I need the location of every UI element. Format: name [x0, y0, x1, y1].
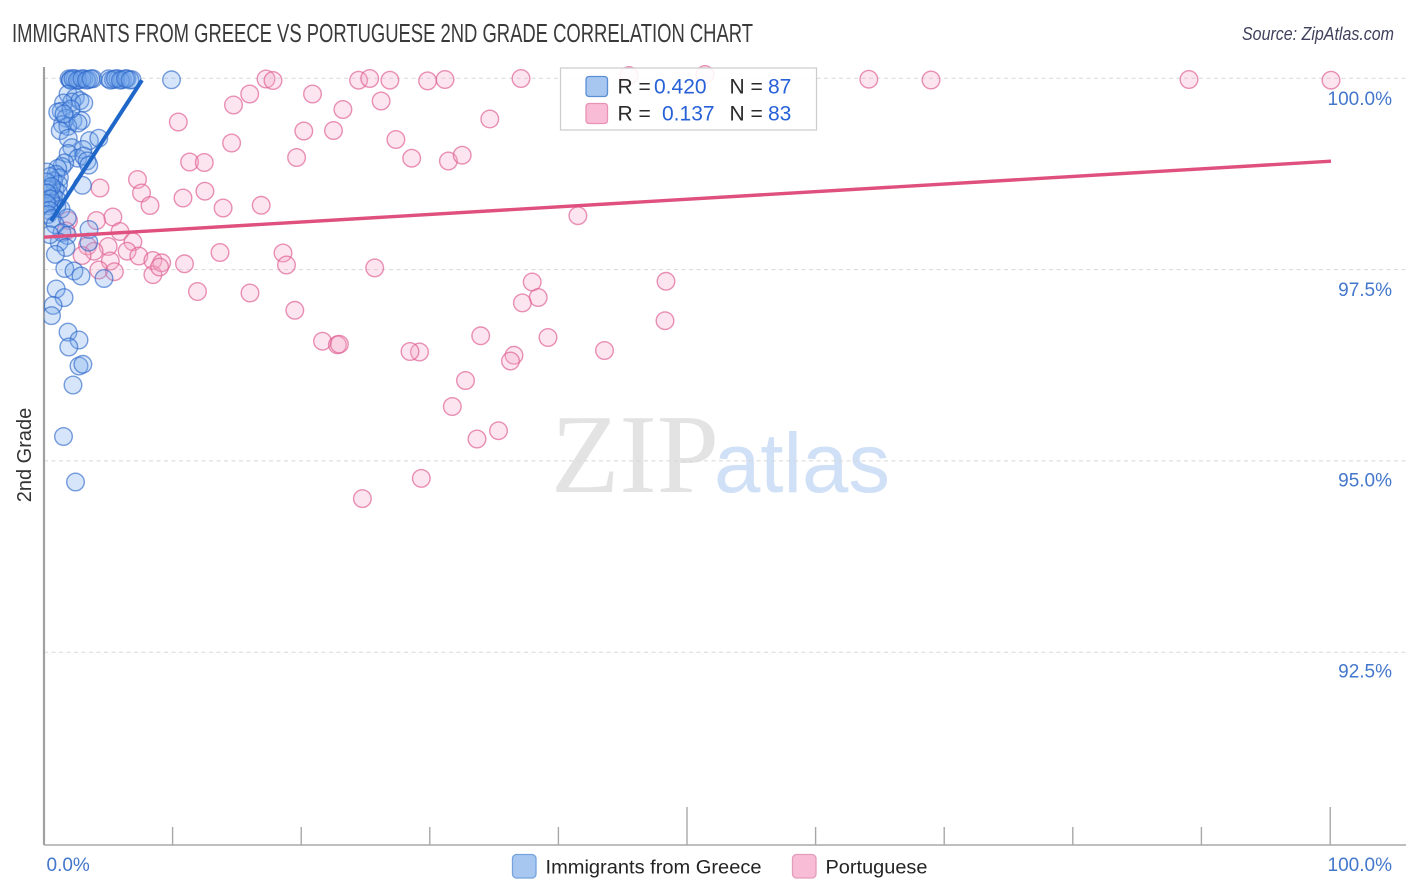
- svg-text:ZIP: ZIP: [551, 393, 719, 517]
- svg-text:IMMIGRANTS FROM GREECE VS PORT: IMMIGRANTS FROM GREECE VS PORTUGUESE 2ND…: [12, 18, 753, 48]
- svg-text:0.420: 0.420: [654, 76, 707, 99]
- svg-text:95.0%: 95.0%: [1338, 471, 1392, 492]
- svg-text:97.5%: 97.5%: [1338, 280, 1392, 301]
- svg-text:83: 83: [768, 103, 791, 126]
- svg-text:Immigrants from Greece: Immigrants from Greece: [546, 858, 762, 879]
- svg-text:Source: ZipAtlas.com: Source: ZipAtlas.com: [1242, 24, 1394, 44]
- svg-text:N =: N =: [730, 76, 763, 99]
- svg-text:R =: R =: [618, 103, 651, 126]
- svg-text:0.0%: 0.0%: [47, 855, 90, 876]
- svg-text:atlas: atlas: [714, 416, 890, 510]
- svg-text:100.0%: 100.0%: [1328, 89, 1393, 110]
- svg-text:92.5%: 92.5%: [1338, 662, 1392, 683]
- svg-text:N =: N =: [730, 103, 763, 126]
- svg-text:2nd Grade: 2nd Grade: [14, 408, 36, 503]
- svg-text:0.137: 0.137: [662, 103, 715, 126]
- svg-text:Portuguese: Portuguese: [826, 858, 928, 879]
- svg-text:100.0%: 100.0%: [1328, 855, 1393, 876]
- svg-text:87: 87: [768, 76, 791, 99]
- svg-text:R =: R =: [618, 76, 651, 99]
